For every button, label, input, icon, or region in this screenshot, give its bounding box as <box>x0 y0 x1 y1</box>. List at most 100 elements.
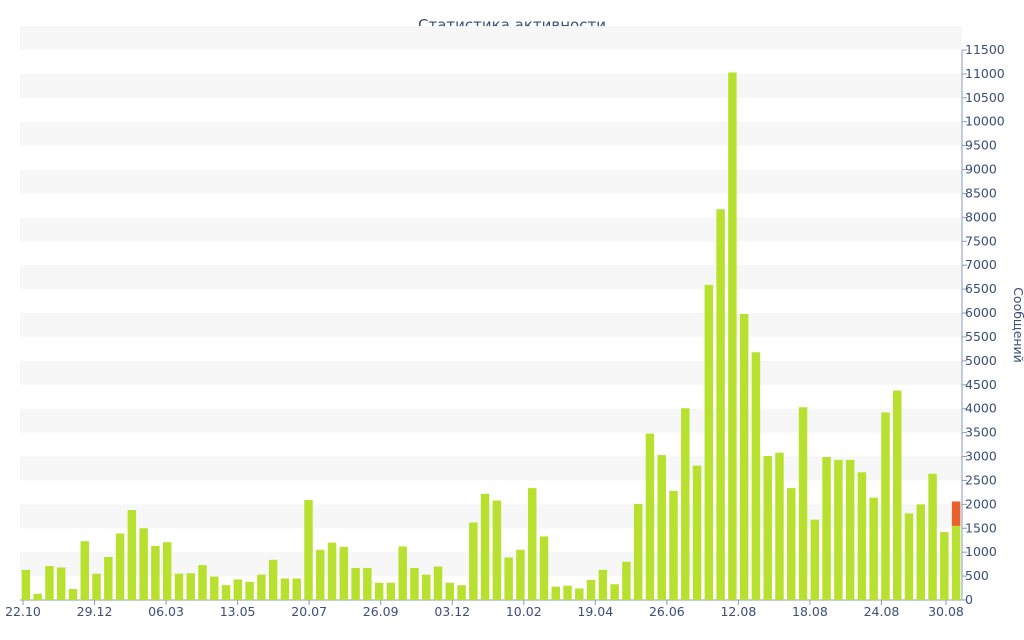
bar <box>186 573 195 600</box>
x-tick-label: 18.08 <box>792 604 828 619</box>
bar <box>445 582 455 600</box>
bar <box>822 457 831 600</box>
bar <box>598 569 608 600</box>
bar <box>633 503 643 600</box>
x-tick-label: 03.12 <box>434 604 470 619</box>
bar <box>457 585 466 600</box>
bar <box>916 504 926 600</box>
bar <box>210 576 219 600</box>
bar <box>692 465 702 600</box>
y-tick-label: 4500 <box>965 377 997 392</box>
bar <box>139 528 148 600</box>
x-tick-label: 26.06 <box>649 604 685 619</box>
y-tick-label: 8500 <box>965 185 997 200</box>
bar <box>469 522 478 600</box>
grid-band <box>20 504 962 529</box>
y-tick-label: 2500 <box>965 472 997 487</box>
bar <box>92 573 101 600</box>
bar <box>268 559 278 600</box>
bar <box>339 546 349 600</box>
bar <box>763 456 772 600</box>
bar <box>704 284 714 600</box>
bar <box>127 510 137 600</box>
y-tick-label: 11000 <box>965 66 1005 81</box>
bar <box>869 497 878 600</box>
bar <box>834 459 843 600</box>
bar <box>716 209 725 600</box>
y-tick-label: 7500 <box>965 233 997 248</box>
bar <box>316 549 325 600</box>
bar <box>893 390 902 600</box>
x-tick-label: 22.10 <box>5 604 41 619</box>
bar <box>104 556 113 600</box>
bar <box>798 407 808 600</box>
y-tick-label: 0 <box>965 592 973 607</box>
bar <box>327 542 337 600</box>
bar <box>363 567 372 600</box>
grid-band <box>20 456 962 481</box>
bar <box>151 545 160 600</box>
y-axis-title: Сообщений <box>1011 287 1024 363</box>
bar <box>174 573 184 600</box>
grid-band <box>20 552 962 577</box>
bar <box>881 412 890 600</box>
x-tick-label: 13.05 <box>220 604 256 619</box>
y-tick-label: 8000 <box>965 209 997 224</box>
bar <box>245 581 254 600</box>
grid-band <box>20 313 962 337</box>
x-tick-label: 29.12 <box>77 604 113 619</box>
grid-band <box>20 217 962 242</box>
x-tick-label: 10.02 <box>506 604 542 619</box>
bar <box>857 472 867 600</box>
grid-band <box>20 265 962 290</box>
bar <box>56 567 66 600</box>
bar <box>845 459 855 600</box>
bar <box>810 519 820 600</box>
x-tick-label: 24.08 <box>864 604 900 619</box>
y-tick-label: 9500 <box>965 138 997 153</box>
y-tick-label: 1000 <box>965 544 997 559</box>
x-tick-label: 19.04 <box>577 604 613 619</box>
bar <box>775 452 784 600</box>
grid-band <box>20 408 962 433</box>
bar <box>45 566 54 600</box>
bar <box>492 500 502 600</box>
y-tick-label: 10000 <box>965 114 1005 129</box>
bar <box>480 493 490 600</box>
bar <box>610 584 619 600</box>
bar <box>539 536 549 600</box>
bar <box>657 455 666 600</box>
y-tick-label: 5000 <box>965 353 997 368</box>
y-tick-label: 1500 <box>965 520 997 535</box>
bar <box>940 532 949 600</box>
bar <box>622 561 631 600</box>
bar <box>410 567 419 600</box>
bar <box>221 585 231 600</box>
bar <box>280 578 290 600</box>
bar <box>433 566 443 600</box>
bar <box>575 588 584 600</box>
bar <box>292 578 301 600</box>
bar <box>233 579 243 600</box>
bar <box>563 585 572 600</box>
bar <box>787 488 796 600</box>
y-tick-label: 3500 <box>965 425 997 440</box>
y-tick-label: 3000 <box>965 449 997 464</box>
grid-band <box>20 26 962 50</box>
x-tick-label: 06.03 <box>148 604 184 619</box>
bar <box>681 408 690 600</box>
x-tick-label: 20.07 <box>291 604 327 619</box>
y-tick-label: 5500 <box>965 329 997 344</box>
y-tick-label: 4000 <box>965 401 997 416</box>
bar <box>551 586 560 600</box>
bar <box>527 488 537 600</box>
bar <box>257 574 266 600</box>
bar <box>398 546 407 600</box>
y-tick-label: 2000 <box>965 496 997 511</box>
y-tick-label: 7000 <box>965 257 997 272</box>
bar <box>586 579 596 600</box>
y-tick-label: 11500 <box>965 42 1005 57</box>
grid-band <box>20 121 962 146</box>
bar <box>68 589 78 600</box>
